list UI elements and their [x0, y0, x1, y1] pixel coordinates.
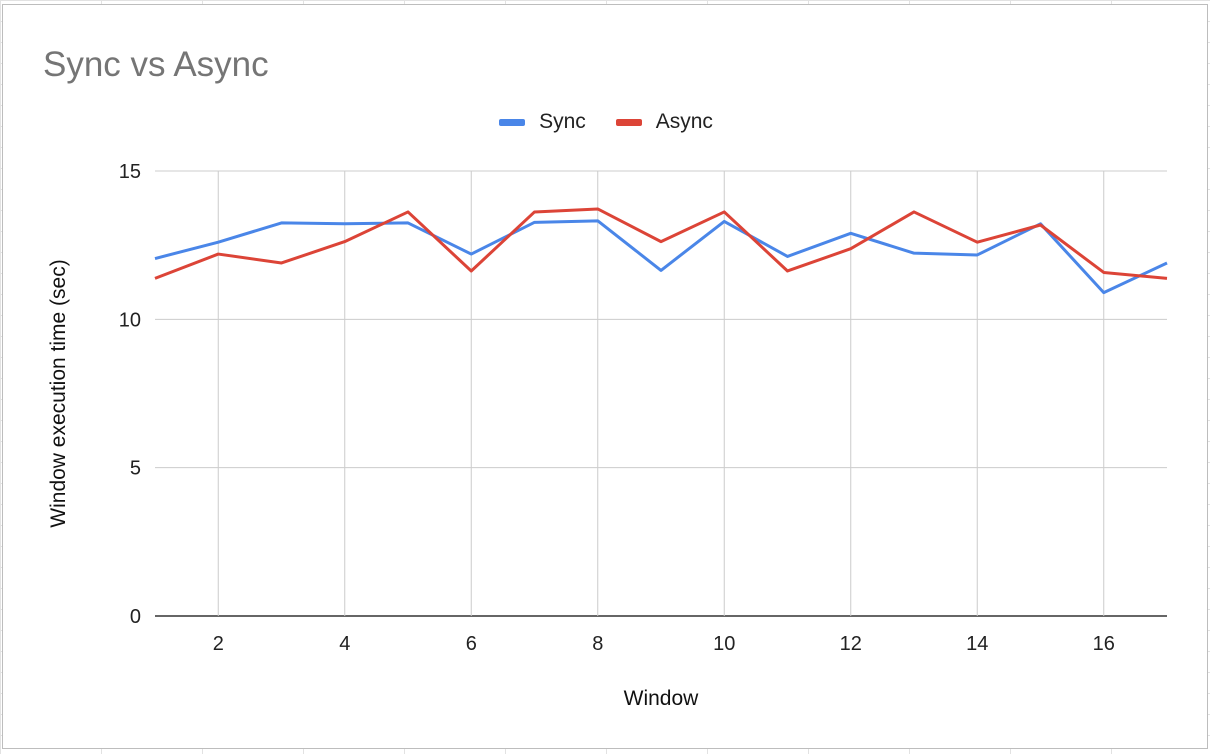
- data-point-async-8[interactable]: [596, 207, 600, 211]
- data-point-sync-14[interactable]: [975, 253, 979, 257]
- data-point-sync-5[interactable]: [406, 221, 410, 225]
- data-point-async-4[interactable]: [343, 239, 347, 243]
- x-axis-title: Window: [624, 687, 700, 710]
- data-point-sync-16[interactable]: [1102, 290, 1106, 294]
- data-point-async-6[interactable]: [469, 269, 473, 273]
- data-point-sync-1[interactable]: [153, 256, 157, 260]
- data-point-sync-2[interactable]: [216, 240, 220, 244]
- y-axis-title: Window execution time (sec): [47, 259, 70, 527]
- data-point-async-16[interactable]: [1102, 270, 1106, 274]
- data-point-sync-12[interactable]: [849, 231, 853, 235]
- x-tick-label-14: 14: [966, 633, 988, 655]
- data-point-async-3[interactable]: [279, 261, 283, 265]
- legend-item-async[interactable]: Async: [615, 110, 713, 134]
- data-point-sync-11[interactable]: [785, 254, 789, 258]
- x-tick-label-16: 16: [1093, 633, 1115, 655]
- data-point-async-14[interactable]: [975, 240, 979, 244]
- x-tick-label-2: 2: [213, 633, 224, 655]
- data-point-async-10[interactable]: [722, 210, 726, 214]
- data-point-async-11[interactable]: [785, 269, 789, 273]
- series-line-sync[interactable]: [154, 219, 1168, 295]
- legend-label-async: Async: [655, 110, 713, 133]
- chart-container[interactable]: Sync vs Async Sync Async 0 5 10 15 2 4 6 8 10 12 1…: [2, 4, 1208, 749]
- data-point-async-15[interactable]: [1038, 223, 1042, 227]
- legend-swatch-sync: [499, 118, 526, 126]
- data-point-sync-8[interactable]: [596, 219, 600, 223]
- data-point-sync-10[interactable]: [722, 219, 726, 223]
- y-tick-label-10: 10: [119, 309, 141, 331]
- tick-labels: 0 5 10 15 2 4 6 8 10 12 14 16: [119, 161, 1115, 655]
- data-point-sync-13[interactable]: [912, 251, 916, 255]
- legend-item-sync[interactable]: Sync: [499, 110, 586, 134]
- data-point-sync-3[interactable]: [279, 221, 283, 225]
- y-tick-label-15: 15: [119, 161, 141, 183]
- data-point-async-9[interactable]: [659, 239, 663, 243]
- legend-label-sync: Sync: [539, 110, 586, 133]
- chart-title: Sync vs Async: [43, 45, 269, 84]
- chart-legend: Sync Async: [3, 110, 1209, 134]
- data-point-async-13[interactable]: [912, 210, 916, 214]
- data-point-async-5[interactable]: [406, 210, 410, 214]
- gridlines: [155, 170, 1167, 617]
- data-point-sync-6[interactable]: [469, 252, 473, 256]
- data-point-async-17[interactable]: [1165, 276, 1169, 280]
- x-tick-label-4: 4: [339, 633, 350, 655]
- data-point-sync-9[interactable]: [659, 268, 663, 272]
- data-point-async-7[interactable]: [532, 210, 536, 214]
- x-tick-label-8: 8: [592, 633, 603, 655]
- x-tick-label-10: 10: [713, 633, 735, 655]
- legend-swatch-async: [615, 118, 642, 126]
- data-point-async-1[interactable]: [153, 276, 157, 280]
- x-tick-label-6: 6: [466, 633, 477, 655]
- data-point-sync-17[interactable]: [1165, 261, 1169, 265]
- x-tick-label-12: 12: [840, 633, 862, 655]
- series-lines: [153, 207, 1169, 295]
- data-point-async-12[interactable]: [849, 247, 853, 251]
- y-tick-label-0: 0: [130, 606, 141, 628]
- y-tick-label-5: 5: [130, 458, 141, 480]
- data-point-sync-4[interactable]: [343, 222, 347, 226]
- series-line-async[interactable]: [154, 207, 1168, 280]
- data-point-async-2[interactable]: [216, 252, 220, 256]
- line-plot-area: 0 5 10 15 2 4 6 8 10 12 14 16 Window execution time…: [47, 161, 1169, 710]
- data-point-sync-7[interactable]: [532, 220, 536, 224]
